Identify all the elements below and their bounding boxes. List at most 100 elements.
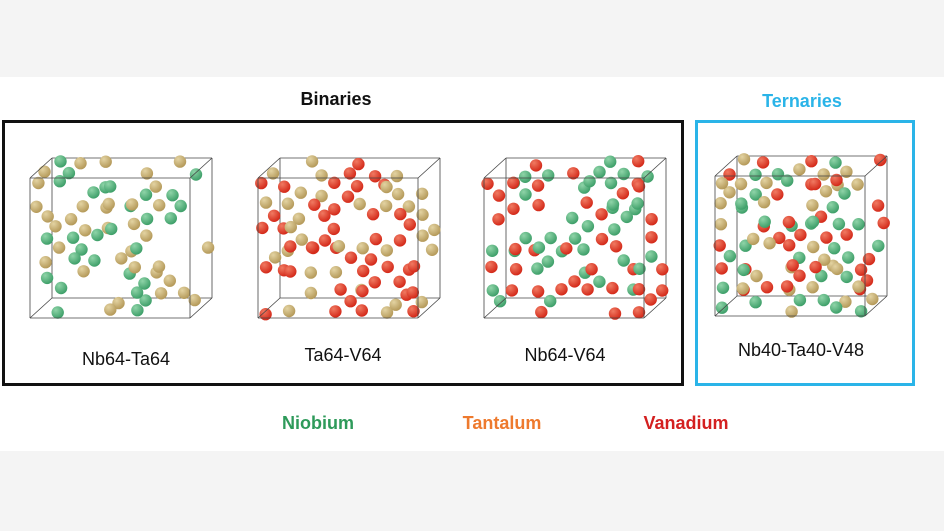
atom-niobium — [723, 249, 737, 263]
legend-tantalum: Tantalum — [462, 413, 542, 433]
cell-edge — [189, 297, 213, 319]
cell-edge — [257, 297, 281, 319]
atom-vanadium — [355, 304, 368, 317]
atom-vanadium — [656, 263, 669, 276]
label-nb-v: Nb64-V64 — [524, 345, 606, 365]
atom-niobium — [140, 212, 154, 226]
atom-niobium — [606, 198, 620, 211]
atom-tantalum — [830, 262, 844, 276]
atom-niobium — [531, 262, 544, 275]
atom-tantalum — [99, 155, 112, 168]
atom-niobium — [749, 296, 762, 309]
atom-tantalum — [380, 180, 393, 194]
cell-edge — [643, 157, 667, 179]
atom-tantalum — [268, 251, 282, 264]
atom-niobium — [806, 215, 820, 228]
cell-edge — [189, 157, 213, 179]
atom-vanadium — [756, 156, 770, 169]
atom-niobium — [519, 170, 532, 183]
atom-vanadium — [352, 157, 365, 171]
atom-tantalum — [391, 187, 405, 201]
atom-niobium — [793, 293, 807, 307]
crystal-ta-v-drawing — [255, 155, 441, 321]
atom-niobium — [608, 223, 621, 236]
atom-tantalum — [750, 269, 763, 283]
atom-vanadium — [256, 221, 269, 235]
atom-niobium — [641, 170, 654, 183]
atom-niobium — [87, 186, 100, 199]
atom-tantalum — [747, 232, 760, 246]
atom-vanadium — [357, 264, 370, 278]
atom-vanadium — [862, 252, 876, 266]
cell-edge — [29, 297, 53, 319]
atom-tantalum — [32, 176, 45, 190]
atom-vanadium — [329, 305, 342, 318]
atom-tantalum — [125, 198, 139, 211]
atom-niobium — [771, 168, 785, 181]
atom-niobium — [104, 180, 117, 193]
atom-niobium — [519, 231, 532, 245]
atom-tantalum — [818, 253, 831, 266]
atom-tantalum — [259, 196, 273, 209]
atom-tantalum — [806, 199, 819, 212]
atom-vanadium — [507, 202, 520, 215]
atom-tantalum — [64, 213, 78, 226]
atom-vanadium — [616, 187, 630, 200]
atom-niobium — [604, 176, 618, 190]
atom-niobium — [633, 262, 646, 275]
atom-vanadium — [368, 170, 382, 183]
atom-niobium — [544, 294, 557, 308]
atom-tantalum — [329, 266, 343, 279]
atom-niobium — [139, 188, 153, 201]
atom-tantalum — [851, 178, 864, 191]
atom-tantalum — [415, 187, 429, 200]
atom-niobium — [735, 197, 748, 210]
atom-vanadium — [278, 180, 291, 193]
atom-vanadium — [344, 295, 357, 308]
atom-niobium — [174, 199, 187, 213]
atom-niobium — [852, 218, 865, 231]
atom-vanadium — [255, 176, 268, 190]
atom-vanadium — [580, 196, 593, 209]
atom-tantalum — [266, 167, 280, 180]
atom-vanadium — [492, 189, 506, 202]
atom-vanadium — [644, 293, 657, 306]
atom-vanadium — [328, 176, 341, 189]
atom-tantalum — [315, 189, 328, 203]
atom-tantalum — [807, 240, 820, 254]
atom-vanadium — [509, 242, 522, 256]
atom-tantalum — [154, 287, 168, 300]
atom-niobium — [164, 212, 177, 225]
atom-tantalum — [332, 240, 346, 253]
atom-niobium — [593, 165, 606, 179]
atom-vanadium — [344, 251, 358, 264]
atom-tantalum — [52, 241, 66, 254]
atom-vanadium — [328, 203, 341, 216]
atom-vanadium — [369, 232, 383, 246]
atom-niobium — [486, 284, 499, 297]
atom-vanadium — [532, 198, 545, 212]
atom-tantalum — [127, 217, 141, 231]
atom-niobium — [68, 252, 81, 265]
cell-edge — [714, 295, 738, 317]
atom-vanadium — [531, 179, 545, 192]
atom-vanadium — [509, 263, 523, 276]
atom-niobium — [493, 295, 507, 308]
atom-vanadium — [343, 167, 357, 180]
atom-vanadium — [805, 155, 818, 168]
atom-vanadium — [481, 177, 494, 190]
atom-niobium — [75, 243, 88, 256]
atom-tantalum — [839, 295, 852, 308]
atom-vanadium — [364, 253, 378, 266]
atom-tantalum — [840, 165, 853, 178]
atom-niobium — [131, 304, 144, 317]
atom-vanadium — [350, 180, 364, 193]
atom-vanadium — [259, 308, 272, 321]
atom-niobium — [54, 281, 68, 295]
atom-niobium — [716, 281, 730, 294]
atom-vanadium — [632, 180, 646, 193]
atom-vanadium — [809, 260, 822, 274]
atom-niobium — [166, 189, 179, 202]
cell-edge — [483, 157, 507, 179]
atom-vanadium — [259, 261, 273, 274]
